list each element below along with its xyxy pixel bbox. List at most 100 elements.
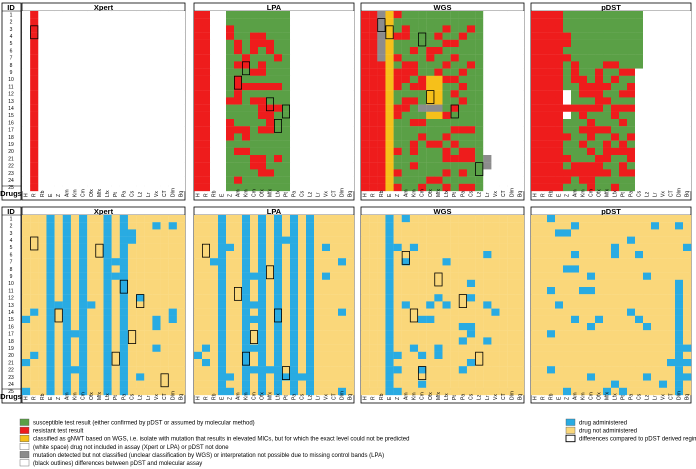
result-cell: [160, 344, 169, 352]
result-cell: [507, 147, 516, 156]
result-cell: [675, 68, 684, 76]
result-cell: [127, 169, 137, 177]
result-cell: [450, 344, 459, 352]
result-cell: [627, 251, 636, 259]
result-cell: [539, 373, 548, 381]
result-cell: [434, 61, 443, 69]
result-cell: [539, 380, 548, 388]
result-cell: [168, 258, 177, 266]
result-cell: [377, 90, 386, 98]
result-cell: [70, 344, 80, 352]
result-cell: [377, 39, 386, 48]
result-cell: [194, 54, 203, 62]
result-cell: [274, 380, 283, 388]
result-cell: [258, 126, 267, 134]
result-cell: [651, 119, 660, 127]
drug-label: Cs: [130, 393, 136, 400]
result-cell: [635, 183, 644, 192]
result-cell: [377, 11, 386, 19]
result-cell: [111, 183, 120, 192]
result-cell: [555, 366, 564, 374]
result-cell: [250, 294, 259, 302]
result-cell: [194, 68, 203, 76]
result-cell: [22, 258, 31, 266]
result-cell: [87, 169, 96, 177]
result-cell: [322, 11, 331, 19]
result-cell: [579, 344, 588, 352]
result-cell: [385, 272, 394, 280]
result-cell: [675, 147, 684, 156]
result-cell: [683, 32, 692, 40]
result-cell: [346, 68, 355, 76]
result-cell: [210, 140, 219, 148]
result-cell: [667, 140, 676, 148]
result-cell: [426, 222, 435, 230]
result-cell: [627, 176, 636, 184]
result-cell: [87, 330, 96, 338]
result-cell: [168, 25, 177, 33]
result-cell: [152, 47, 161, 55]
result-cell: [258, 344, 267, 352]
row-id: 9: [10, 274, 13, 280]
result-cell: [54, 104, 63, 112]
result-cell: [507, 344, 516, 352]
result-cell: [483, 236, 492, 244]
result-cell: [226, 337, 235, 345]
result-cell: [234, 222, 243, 230]
result-cell: [579, 18, 588, 26]
result-cell: [426, 387, 435, 396]
result-cell: [483, 25, 492, 33]
result-cell: [87, 294, 96, 302]
result-cell: [242, 251, 251, 259]
result-cell: [369, 258, 378, 266]
result-cell: [587, 183, 596, 192]
result-cell: [226, 215, 235, 223]
result-cell: [70, 18, 80, 26]
result-cell: [507, 104, 516, 112]
result-cell: [377, 330, 386, 338]
result-cell: [87, 183, 96, 192]
result-cell: [226, 330, 235, 338]
result-cell: [450, 373, 459, 381]
result-cell: [393, 272, 402, 280]
result-cell: [306, 162, 315, 170]
result-cell: [539, 39, 548, 48]
result-cell: [306, 169, 315, 177]
result-cell: [627, 54, 636, 62]
result-cell: [507, 308, 516, 316]
result-cell: [282, 162, 291, 170]
result-cell: [659, 243, 668, 252]
result-cell: [539, 162, 548, 170]
result-cell: [79, 126, 88, 134]
result-cell: [234, 126, 243, 134]
result-cell: [571, 323, 580, 331]
result-cell: [111, 176, 120, 184]
result-cell: [361, 265, 370, 273]
result-cell: [242, 258, 251, 266]
result-cell: [458, 18, 468, 26]
result-cell: [314, 111, 323, 120]
result-cell: [54, 155, 63, 163]
result-cell: [683, 380, 692, 388]
result-cell: [450, 75, 459, 84]
drugs-header: Drugs: [0, 392, 22, 401]
result-cell: [635, 111, 644, 120]
result-cell: [499, 279, 508, 288]
result-cell: [346, 133, 355, 141]
result-cell: [119, 236, 129, 244]
drug-label: Lz: [308, 394, 314, 400]
result-cell: [70, 155, 80, 163]
result-cell: [152, 344, 161, 352]
result-cell: [651, 90, 660, 98]
result-cell: [675, 97, 684, 105]
result-cell: [176, 140, 186, 148]
result-cell: [168, 287, 177, 295]
result-cell: [385, 337, 394, 345]
result-cell: [426, 147, 435, 156]
result-cell: [475, 272, 484, 280]
result-cell: [450, 236, 459, 244]
result-cell: [127, 258, 137, 266]
result-cell: [314, 351, 323, 360]
result-cell: [426, 351, 435, 360]
result-cell: [79, 39, 88, 48]
